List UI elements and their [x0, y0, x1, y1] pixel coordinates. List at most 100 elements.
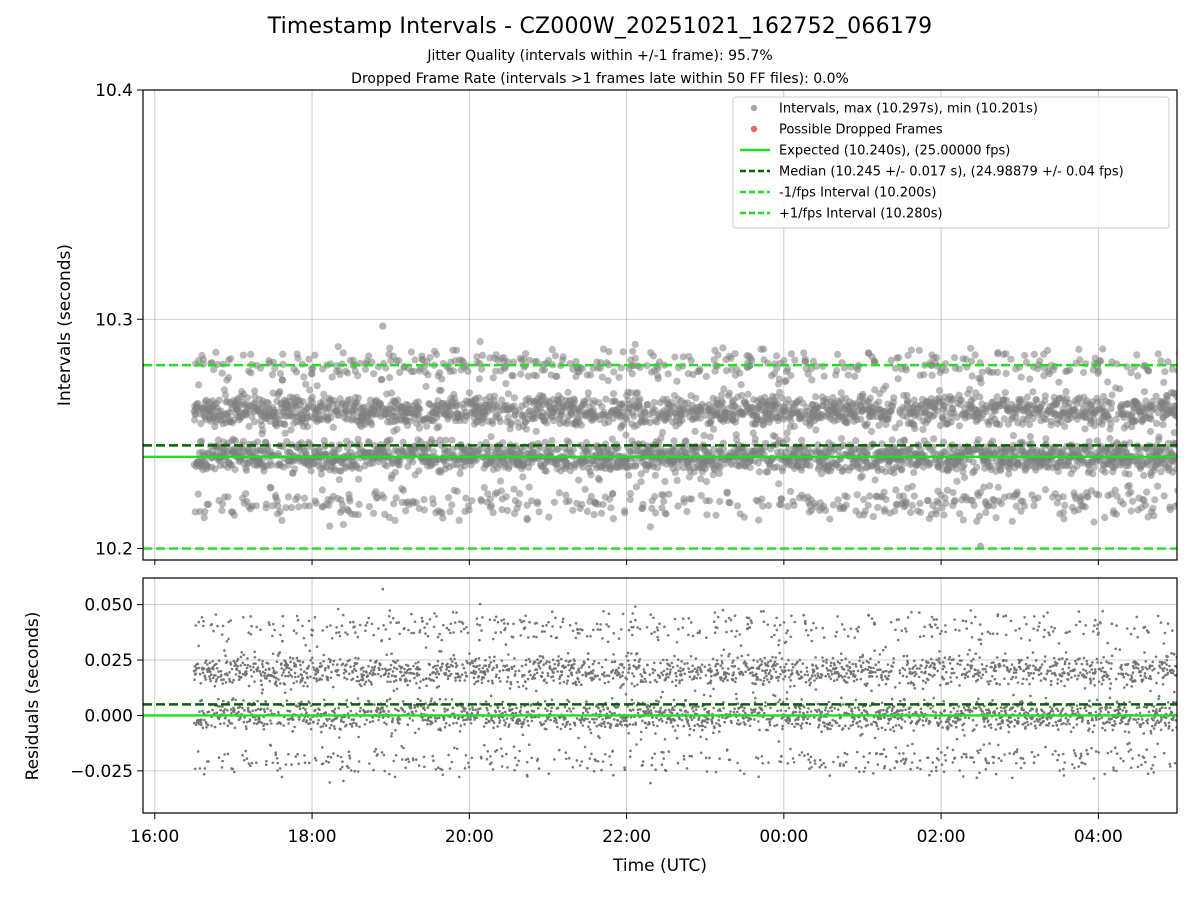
- residual-point: [303, 681, 307, 684]
- interval-point: [276, 388, 284, 396]
- residual-point: [221, 624, 225, 628]
- interval-point: [1032, 396, 1040, 404]
- residual-point: [246, 663, 250, 667]
- interval-point: [1161, 368, 1169, 376]
- residual-point: [294, 675, 297, 679]
- residual-point: [282, 671, 285, 674]
- interval-point: [276, 508, 284, 516]
- residual-point: [224, 681, 228, 684]
- residual-point: [232, 678, 235, 682]
- interval-point: [834, 496, 842, 504]
- interval-point: [982, 508, 990, 517]
- interval-point: [523, 516, 532, 524]
- residual-point: [245, 672, 248, 675]
- residual-point: [223, 753, 226, 756]
- interval-point: [1107, 399, 1116, 407]
- residual-point: [253, 650, 256, 654]
- interval-point: [1179, 446, 1186, 453]
- interval-point: [783, 429, 791, 437]
- interval-point: [1077, 495, 1085, 503]
- residual-point: [295, 656, 299, 660]
- interval-point: [650, 398, 658, 407]
- interval-point: [294, 354, 302, 362]
- interval-point: [976, 393, 984, 401]
- residual-point: [303, 754, 306, 757]
- interval-point: [653, 464, 662, 472]
- residual-point: [202, 624, 205, 628]
- interval-point: [239, 351, 247, 359]
- residual-point: [203, 767, 207, 770]
- residual-point: [266, 707, 269, 710]
- interval-point: [904, 398, 912, 406]
- interval-point: [392, 494, 400, 502]
- interval-point: [1177, 498, 1184, 505]
- residual-point: [237, 710, 240, 714]
- interval-point: [779, 464, 787, 472]
- interval-point: [565, 497, 573, 505]
- interval-point: [252, 502, 260, 510]
- interval-point: [426, 353, 434, 362]
- interval-point: [584, 389, 592, 397]
- residual-point: [201, 709, 204, 713]
- interval-point: [382, 462, 391, 470]
- residual-point: [259, 628, 262, 631]
- interval-point: [908, 501, 916, 509]
- interval-point: [738, 391, 746, 399]
- interval-point: [502, 493, 510, 501]
- residual-point: [253, 656, 257, 659]
- interval-point: [1151, 496, 1159, 504]
- interval-point: [279, 350, 287, 358]
- residual-point: [281, 640, 284, 643]
- interval-point: [736, 369, 744, 377]
- interval-point: [329, 423, 337, 431]
- interval-point: [1020, 502, 1028, 510]
- interval-point: [977, 379, 985, 387]
- interval-point: [1081, 503, 1089, 511]
- residual-point: [249, 632, 253, 636]
- interval-point: [1182, 498, 1189, 505]
- residual-point: [211, 708, 214, 712]
- interval-point: [422, 382, 430, 391]
- residual-point: [280, 775, 284, 779]
- interval-point: [1181, 461, 1188, 468]
- residual-point: [264, 668, 268, 672]
- interval-point: [986, 482, 994, 490]
- interval-point: [370, 370, 378, 378]
- interval-point: [842, 501, 850, 509]
- interval-point: [1104, 378, 1112, 386]
- interval-point: [478, 351, 487, 359]
- interval-point: [867, 427, 876, 435]
- residual-point: [248, 718, 252, 721]
- interval-point: [626, 489, 635, 498]
- residual-point: [305, 711, 308, 714]
- interval-point: [643, 362, 651, 370]
- interval-point: [522, 425, 530, 433]
- interval-point: [1095, 491, 1103, 499]
- interval-point: [1143, 488, 1151, 496]
- interval-point: [1009, 432, 1018, 440]
- residual-point: [200, 698, 203, 702]
- interval-point: [510, 394, 518, 402]
- interval-point: [407, 348, 415, 356]
- interval-point: [599, 500, 607, 509]
- residual-point: [193, 678, 196, 681]
- residual-point: [217, 756, 221, 759]
- interval-point: [492, 351, 500, 359]
- interval-point: [1179, 374, 1186, 381]
- interval-point: [705, 497, 714, 505]
- interval-point: [385, 513, 393, 522]
- interval-point: [959, 516, 967, 524]
- interval-point: [628, 370, 636, 378]
- residual-point: [244, 725, 248, 728]
- interval-point: [833, 367, 841, 375]
- residual-point: [304, 643, 308, 647]
- interval-point: [878, 440, 886, 448]
- interval-point: [435, 423, 443, 431]
- interval-point-max: [379, 322, 387, 330]
- interval-point: [712, 511, 720, 519]
- interval-point: [710, 356, 718, 364]
- interval-point: [354, 435, 362, 443]
- interval-point: [416, 438, 424, 446]
- interval-point: [910, 468, 918, 476]
- interval-point: [281, 421, 289, 429]
